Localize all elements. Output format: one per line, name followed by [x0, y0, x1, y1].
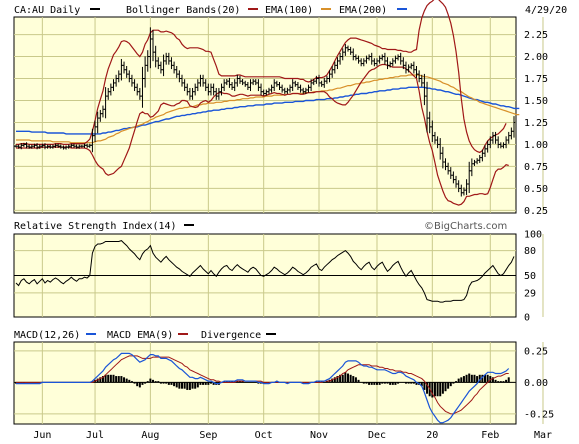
- rsi-panel: Relative Strength Index(14) ©BigCharts.c…: [13, 221, 544, 324]
- y-tick-label: -0.25: [524, 409, 554, 420]
- y-tick-label: 2.00: [524, 52, 548, 63]
- macd-swatch: [86, 333, 96, 335]
- ema100-swatch: [321, 8, 331, 10]
- y-tick-label: 0.75: [524, 162, 548, 173]
- bollinger-upper-line: [16, 0, 507, 154]
- ema200-line: [16, 86, 520, 135]
- macd-signal-line: [16, 355, 509, 415]
- price-y-tick-labels: 2.25 2.00 1.75 1.50 1.25 1.00 0.75 0.50 0.25: [524, 30, 548, 217]
- rsi-swatch: [184, 224, 194, 226]
- x-tick-label: Mar: [534, 430, 552, 441]
- macd-line: [16, 352, 510, 424]
- y-tick-label: 0.00: [524, 378, 548, 389]
- y-tick-label: 0.25: [524, 206, 548, 217]
- y-tick-label: 100: [524, 230, 542, 241]
- y-tick-label: 80: [524, 246, 536, 257]
- watermark: ©BigCharts.com: [424, 221, 507, 232]
- rsi-line: [15, 240, 515, 303]
- macd-label: MACD(12,26): [14, 330, 80, 341]
- y-tick-label: 1.00: [524, 140, 548, 151]
- x-tick-label: Feb: [481, 430, 499, 441]
- macd-ema-swatch: [178, 333, 188, 335]
- y-tick-label: 1.50: [524, 96, 548, 107]
- rsi-label: Relative Strength Index(14): [14, 221, 177, 232]
- rsi-series: [14, 240, 516, 303]
- price-panel: 2.25 2.00 1.75 1.50 1.25 1.00 0.75 0.50 0.25: [13, 0, 548, 217]
- ema100-label: EMA(100): [265, 5, 313, 16]
- y-tick-label: 0.50: [524, 184, 548, 195]
- x-tick-label: Jul: [86, 430, 104, 441]
- ema100-line: [16, 74, 520, 144]
- macd-y-tick-labels: 0.25 0.00 -0.25: [524, 346, 554, 420]
- x-tick-label: Nov: [310, 430, 328, 441]
- macd-ema-label: MACD EMA(9): [107, 330, 173, 341]
- x-tick-label: Sep: [199, 430, 217, 441]
- price-series: [14, 0, 520, 206]
- price-legend: CA:AU Daily Bollinger Bands(20) EMA(100)…: [14, 5, 567, 16]
- x-tick-label: Oct: [255, 430, 273, 441]
- bollinger-label: Bollinger Bands(20): [126, 5, 240, 16]
- y-tick-label: 0.25: [524, 346, 548, 357]
- symbol-swatch: [90, 8, 100, 10]
- divergence-label: Divergence: [201, 330, 261, 341]
- x-tick-label: 20: [426, 430, 438, 441]
- x-tick-label: Aug: [141, 430, 159, 441]
- x-tick-label: Jun: [33, 430, 51, 441]
- divergence-swatch: [266, 333, 276, 335]
- bollinger-swatch: [248, 8, 258, 10]
- y-tick-label: 1.25: [524, 118, 548, 129]
- x-tick-label: Dec: [368, 430, 386, 441]
- x-axis-labels: JunJulAugSepOctNovDec20FebMarApr: [33, 430, 552, 441]
- ema200-swatch: [397, 8, 407, 10]
- rsi-y-tick-labels: 100 80 50 29 0: [524, 230, 542, 324]
- macd-panel: MACD(12,26) MACD EMA(9) Divergence 0.250…: [13, 330, 554, 425]
- y-tick-label: 0: [524, 313, 530, 324]
- y-tick-label: 50: [524, 271, 536, 282]
- y-tick-label: 29: [524, 288, 536, 299]
- y-tick-label: 1.75: [524, 74, 548, 85]
- ema200-label: EMA(200): [339, 5, 387, 16]
- chart-date: 4/29/20: [525, 5, 567, 16]
- macd-series: [14, 352, 516, 424]
- symbol-label: CA:AU Daily: [14, 5, 80, 16]
- y-tick-label: 2.25: [524, 30, 548, 41]
